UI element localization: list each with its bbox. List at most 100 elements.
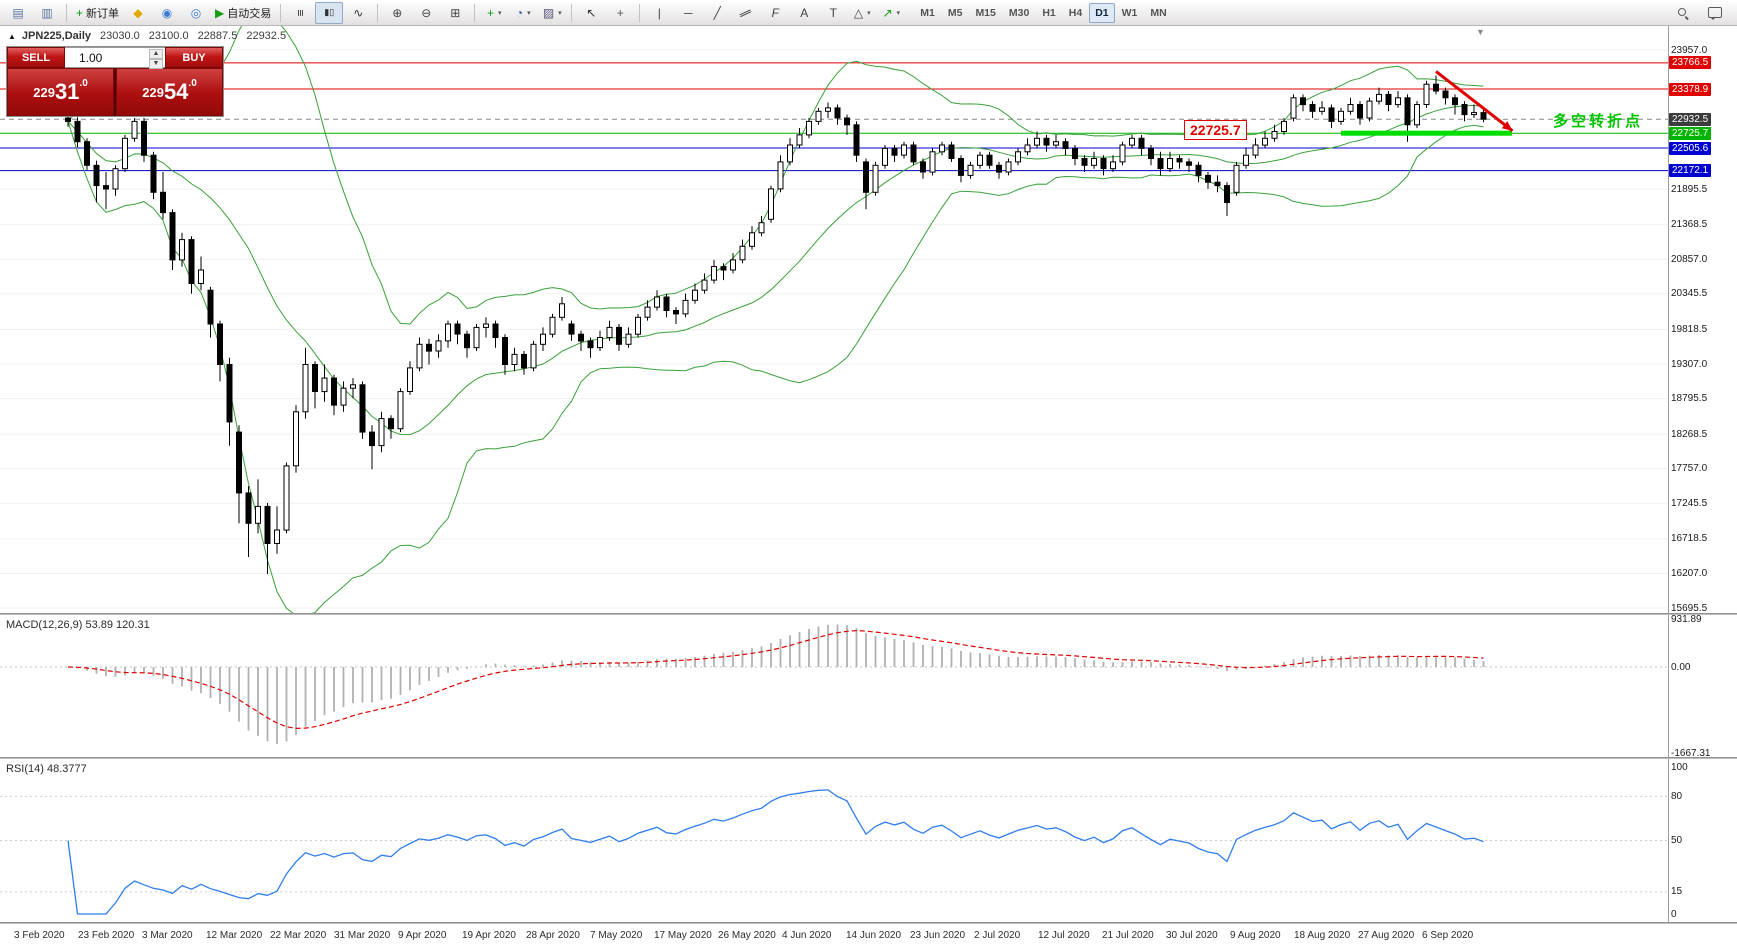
date-axis-label: 21 Jul 2020 <box>1102 930 1154 941</box>
candlestick-type-button[interactable]: ▮▯ <box>315 1 344 24</box>
price-axis-label: 23766.5 <box>1669 56 1712 69</box>
periods-button[interactable]: ◔ ▾ <box>509 2 537 24</box>
chevron-down-icon: ▾ <box>558 9 562 17</box>
indicators-button[interactable]: + ▾ <box>480 2 508 24</box>
new-order-plus-icon: + <box>76 5 84 20</box>
date-axis-label: 18 Aug 2020 <box>1294 930 1351 941</box>
market-watch-button[interactable]: ◉ <box>153 2 181 24</box>
rsi-canvas[interactable] <box>0 759 1668 922</box>
price-axis-label: 23957.0 <box>1671 45 1708 56</box>
ohlc-close: 22932.5 <box>246 30 287 42</box>
date-axis-label: 6 Sep 2020 <box>1422 930 1474 941</box>
timeframe-m1[interactable]: M1 <box>920 6 935 19</box>
zoom-in-button[interactable]: ⊕ <box>383 2 411 24</box>
profiles-icon: ▥ <box>41 5 53 20</box>
cursor-button[interactable]: ↖ <box>577 2 605 24</box>
chevron-down-icon: ▾ <box>527 9 531 17</box>
line-chart-type-button[interactable]: ∿ <box>344 2 372 24</box>
text-label-button[interactable]: T <box>819 2 847 24</box>
timeframe-h4[interactable]: H4 <box>1068 6 1083 19</box>
candlestick-icon: ▮▯ <box>324 7 335 17</box>
price-axis-label: 21895.5 <box>1671 184 1708 195</box>
sell-price[interactable]: 229 31.0 <box>7 68 114 116</box>
community-button[interactable] <box>1701 2 1729 24</box>
horizontal-line-button[interactable]: ─ <box>674 2 702 24</box>
vertical-line-button[interactable]: | <box>645 2 673 24</box>
zoom-out-button[interactable]: ⊖ <box>412 2 440 24</box>
bar-chart-icon: ≡ <box>293 8 308 17</box>
crosshair-button[interactable]: + <box>606 2 634 24</box>
templates-icon: ▨ <box>542 5 555 20</box>
chart-shift-marker[interactable]: ▼ <box>1476 27 1485 37</box>
macd-panel-splitter[interactable] <box>0 613 1737 615</box>
level-annotation[interactable]: 22725.7 <box>1184 120 1247 140</box>
toolbar-separator <box>280 3 282 22</box>
horizontal-line-icon: ─ <box>683 5 693 20</box>
rsi-axis-label: 0 <box>1671 909 1677 920</box>
text-button[interactable]: A <box>790 2 818 24</box>
ohlc-low: 22887.5 <box>197 30 238 42</box>
price-axis-label: 20857.0 <box>1671 254 1708 265</box>
timeframe-w1[interactable]: W1 <box>1121 6 1138 19</box>
sell-button[interactable]: SELL <box>7 47 65 68</box>
favorites-diamond-icon: ◆ <box>133 5 143 20</box>
tile-windows-button[interactable]: ⊞ <box>441 2 469 24</box>
date-axis-label: 31 Mar 2020 <box>334 930 391 941</box>
fibonacci-icon: F <box>771 5 779 20</box>
arrows-button[interactable]: ↗ ▾ <box>877 2 905 24</box>
rsi-label: RSI(14) 48.3777 <box>6 763 87 775</box>
date-axis-splitter[interactable] <box>0 922 1737 924</box>
bar-chart-type-button[interactable]: ≡ <box>286 2 314 24</box>
volume-down-button[interactable]: ▼ <box>149 59 163 69</box>
label-flag-icon: T <box>829 5 837 20</box>
cursor-arrow-icon: ↖ <box>586 5 597 20</box>
new-order-button[interactable]: + 新订单 <box>72 2 123 24</box>
new-chart-button[interactable]: ▤ <box>4 2 32 24</box>
one-click-toggle[interactable]: ▲ <box>8 31 16 41</box>
price-axis-label: 22505.6 <box>1669 142 1712 155</box>
crosshair-icon: + <box>616 5 624 20</box>
date-axis-label: 9 Aug 2020 <box>1230 930 1281 941</box>
chevron-down-icon: ▾ <box>867 9 871 17</box>
ohlc-open: 23030.0 <box>100 30 140 42</box>
volume-field[interactable]: 1.00 ▲ ▼ <box>65 47 165 69</box>
rsi-panel-splitter[interactable] <box>0 757 1737 759</box>
autotrading-button[interactable]: ▶ 自动交易 <box>211 2 275 24</box>
channel-icon: ∥ <box>738 6 754 19</box>
timeframe-m30[interactable]: M30 <box>1008 6 1030 19</box>
date-axis-label: 12 Jul 2020 <box>1038 930 1090 941</box>
buy-button[interactable]: BUY <box>165 47 223 68</box>
price-axis-label: 22932.5 <box>1669 113 1712 126</box>
buy-price[interactable]: 229 54.0 <box>116 68 223 116</box>
channel-button[interactable]: ∥ <box>732 2 760 24</box>
timeframe-h1[interactable]: H1 <box>1042 6 1056 19</box>
favorites-button[interactable]: ◆ <box>124 2 152 24</box>
rsi-axis-label: 15 <box>1671 886 1683 897</box>
fibonacci-button[interactable]: F <box>761 2 789 24</box>
price-axis-label: 19818.5 <box>1671 324 1708 335</box>
price-axis-label: 20345.5 <box>1671 288 1708 299</box>
volume-up-button[interactable]: ▲ <box>149 49 163 59</box>
search-button[interactable] <box>1669 2 1697 24</box>
main-chart-canvas[interactable] <box>0 26 1668 613</box>
shapes-button[interactable]: △ ▾ <box>848 2 876 24</box>
macd-axis-label: -1667.31 <box>1671 748 1711 759</box>
toolbar-separator <box>377 3 379 22</box>
timeframe-d1[interactable]: D1 <box>1089 2 1115 23</box>
timeframe-m15[interactable]: M15 <box>975 6 996 19</box>
macd-axis-label: 0.00 <box>1671 662 1691 673</box>
timeframe-mn[interactable]: MN <box>1150 6 1167 19</box>
chart-profiles-button[interactable]: ▥ <box>33 2 61 24</box>
templates-button[interactable]: ▨ ▾ <box>538 2 566 24</box>
data-window-button[interactable]: ◎ <box>182 2 210 24</box>
date-axis-label: 19 Apr 2020 <box>462 930 516 941</box>
buy-price-big: 54 <box>163 79 189 104</box>
macd-canvas[interactable] <box>0 615 1668 757</box>
price-axis-label: 19307.0 <box>1671 359 1708 370</box>
date-axis-label: 14 Jun 2020 <box>846 930 902 941</box>
buy-price-prefix: 229 <box>142 84 164 100</box>
arrow-objects-icon: ↗ <box>882 5 893 20</box>
timeframe-m5[interactable]: M5 <box>947 6 963 19</box>
trendline-button[interactable]: ╱ <box>703 2 731 24</box>
volume-spinner: ▲ ▼ <box>149 49 163 69</box>
